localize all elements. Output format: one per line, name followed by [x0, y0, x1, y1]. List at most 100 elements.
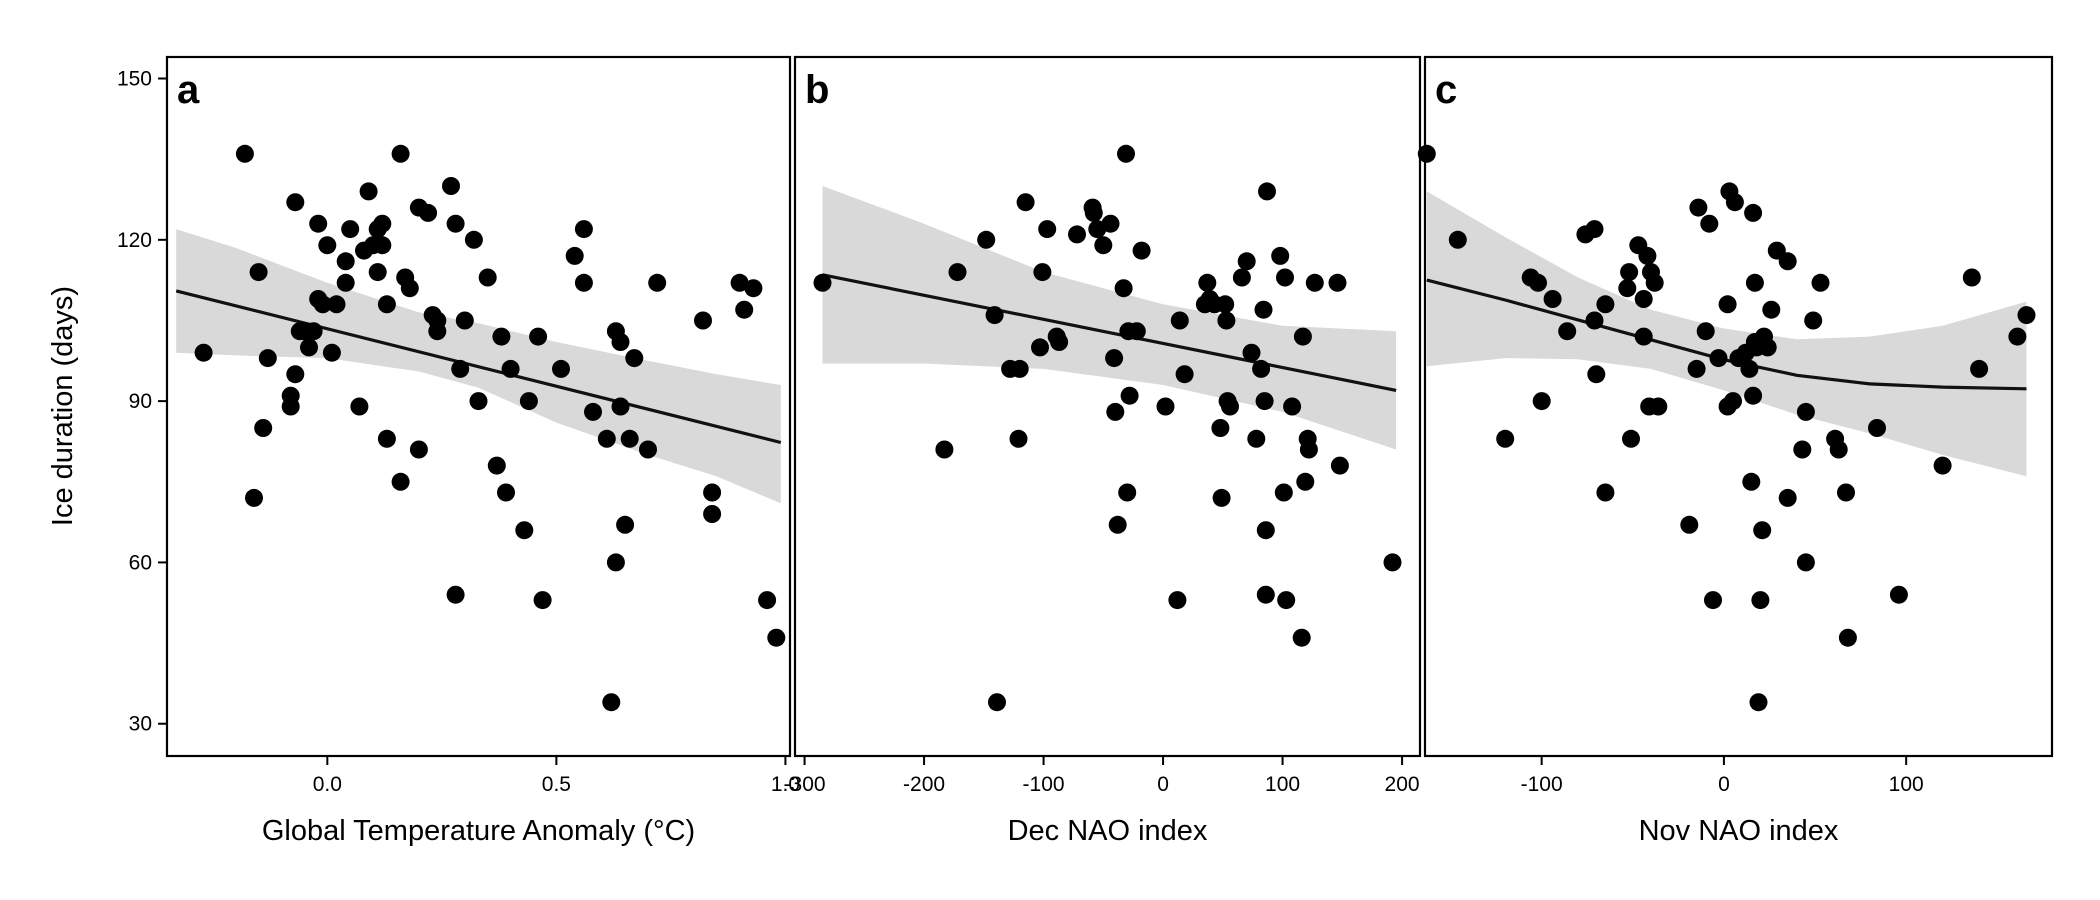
- data-point: [1448, 230, 1467, 249]
- data-point: [1211, 419, 1230, 437]
- data-point: [1212, 488, 1231, 507]
- data-point: [1417, 144, 1436, 163]
- data-point: [1811, 273, 1830, 292]
- data-point: [1254, 300, 1273, 319]
- data-point: [478, 268, 497, 287]
- data-point: [377, 295, 396, 314]
- data-point: [1232, 268, 1251, 287]
- panels: a 0.0 0.5 1.0 30 60 90 120 150 Global Temperature…: [117, 55, 2054, 847]
- data-point: [529, 327, 548, 346]
- data-point: [1247, 429, 1266, 448]
- data-point: [1031, 338, 1049, 357]
- data-point: [1175, 365, 1194, 384]
- data-point: [492, 327, 511, 346]
- data-point: [318, 236, 337, 255]
- data-point: [648, 273, 667, 292]
- data-point: [286, 365, 305, 384]
- data-point: [469, 392, 488, 411]
- data-point: [1718, 295, 1737, 314]
- data-point: [1796, 402, 1815, 421]
- data-point: [304, 322, 323, 341]
- data-point: [286, 193, 305, 212]
- x-tick-label: -100: [1023, 773, 1065, 796]
- data-point: [574, 273, 593, 292]
- data-point: [1033, 263, 1052, 282]
- x-tick-label: 0.0: [313, 773, 342, 796]
- data-point: [813, 273, 832, 292]
- data-point: [451, 359, 470, 378]
- data-point: [1680, 515, 1699, 534]
- data-point: [611, 397, 630, 416]
- x-tick-label: 100: [1265, 773, 1300, 796]
- data-point: [1050, 333, 1069, 351]
- x-tick-label: -200: [903, 773, 945, 796]
- data-point: [442, 177, 460, 195]
- panel-frame: [793, 55, 1422, 758]
- data-point: [1496, 429, 1515, 448]
- data-point: [1274, 483, 1293, 502]
- data-point: [1256, 585, 1275, 604]
- data-point: [1725, 193, 1744, 212]
- data-point: [1687, 359, 1706, 378]
- y-tick-label: 150: [117, 68, 152, 91]
- data-point: [1084, 203, 1103, 222]
- data-point: [1292, 628, 1311, 647]
- panel-frame: [165, 55, 792, 758]
- x-axis-title: Nov NAO index: [1639, 815, 1839, 847]
- x-tick-label: 0: [1157, 773, 1169, 796]
- data-point: [977, 230, 996, 249]
- data-point: [1101, 214, 1120, 233]
- data-point: [1740, 359, 1759, 378]
- regression-line: [822, 273, 1397, 392]
- data-point: [744, 279, 763, 298]
- data-point: [455, 311, 474, 330]
- data-point: [519, 392, 538, 411]
- data-point: [497, 483, 515, 502]
- data-point: [703, 483, 722, 502]
- data-point: [1558, 322, 1577, 341]
- data-point: [552, 359, 570, 378]
- data-point: [1634, 327, 1653, 346]
- data-point: [1271, 246, 1290, 265]
- data-point: [1689, 198, 1708, 217]
- data-point: [1585, 311, 1604, 330]
- data-point: [1742, 472, 1761, 491]
- data-point: [359, 182, 378, 201]
- data-point: [309, 214, 328, 233]
- data-point: [584, 402, 602, 421]
- data-point: [1120, 386, 1139, 405]
- data-point: [1778, 252, 1797, 271]
- data-point: [1277, 591, 1296, 610]
- data-point: [350, 397, 369, 416]
- x-tick-label: 1.0: [771, 773, 800, 796]
- data-point: [1804, 311, 1823, 330]
- data-point: [487, 456, 506, 475]
- data-point: [1744, 386, 1763, 405]
- data-point: [758, 591, 777, 610]
- data-point: [409, 440, 428, 459]
- data-point: [1283, 397, 1302, 416]
- data-point: [1585, 220, 1604, 239]
- data-point: [1696, 322, 1715, 341]
- data-point: [1255, 392, 1274, 411]
- x-tick-label: -100: [1521, 773, 1563, 796]
- data-point: [1105, 349, 1124, 368]
- data-point: [1296, 472, 1315, 491]
- data-point: [1587, 365, 1606, 384]
- data-point: [1106, 402, 1125, 421]
- data-point: [281, 386, 300, 405]
- panel-b: b -300 -200 -100 0 100 200 Dec NAO index: [784, 55, 1422, 847]
- data-point: [249, 263, 268, 282]
- data-point: [419, 203, 438, 222]
- data-point: [400, 279, 419, 298]
- data-point: [2008, 327, 2027, 346]
- data-point: [703, 505, 722, 523]
- data-point: [1016, 193, 1035, 212]
- data-point: [935, 440, 954, 459]
- data-point: [1299, 440, 1318, 459]
- data-point: [1753, 521, 1772, 540]
- data-point: [1962, 268, 1981, 287]
- regression-line: [175, 289, 782, 445]
- data-point: [377, 429, 396, 448]
